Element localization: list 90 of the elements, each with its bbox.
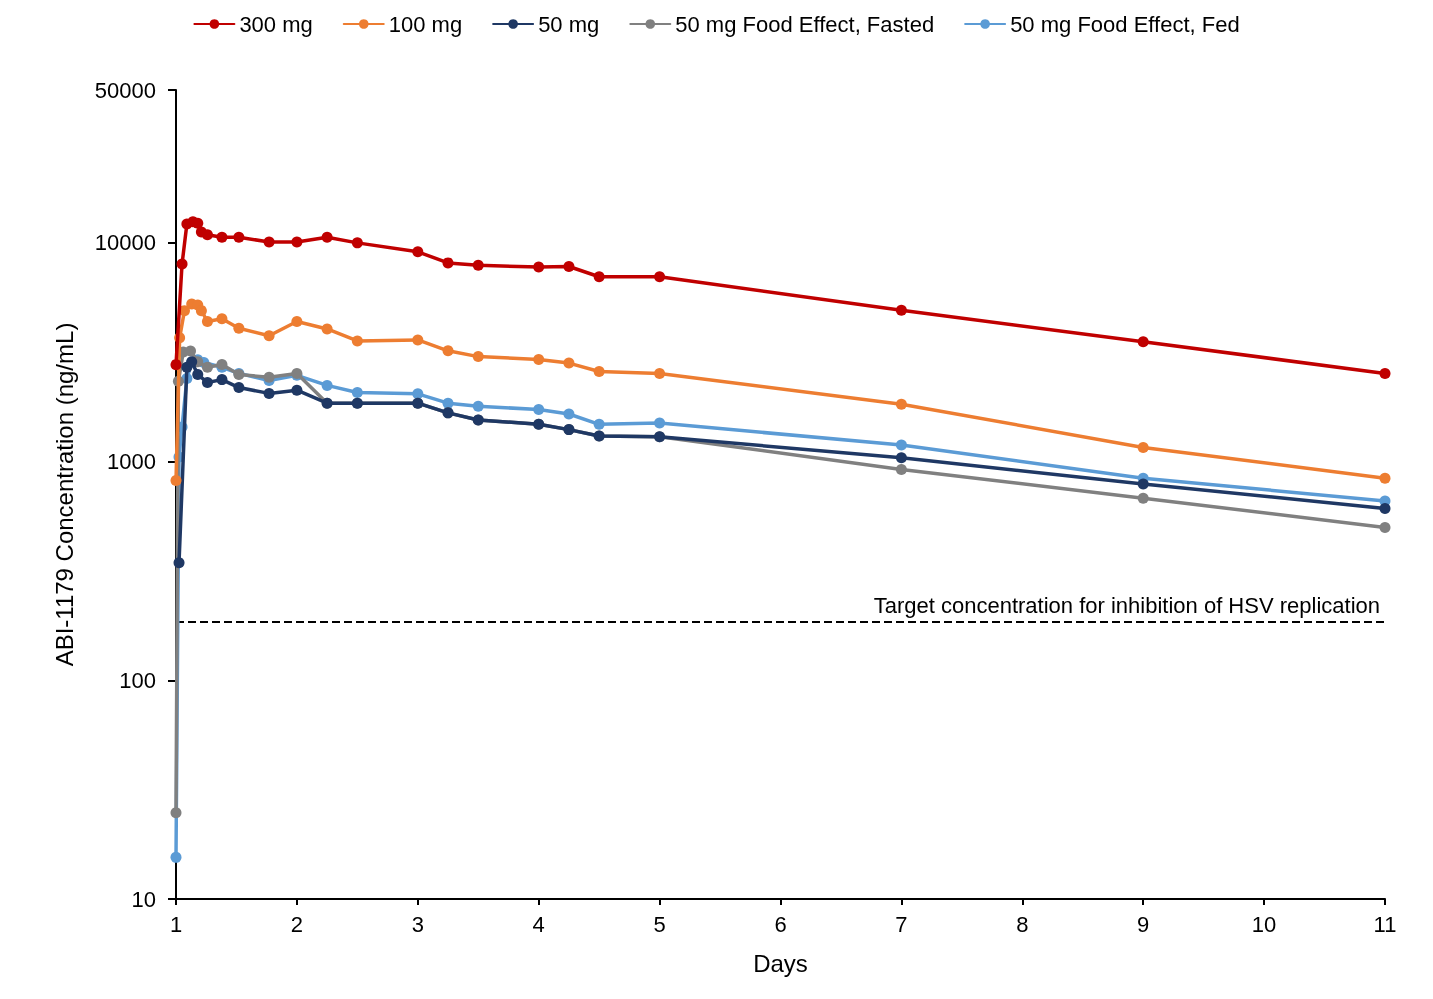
point [351, 335, 363, 347]
point [351, 237, 363, 249]
point [593, 366, 605, 378]
point [442, 345, 454, 357]
point [216, 313, 228, 325]
x-tick-label: 6 [774, 911, 787, 937]
point [170, 807, 182, 819]
point [412, 334, 424, 346]
point [192, 369, 204, 381]
point [412, 388, 424, 400]
point [291, 316, 303, 327]
y-tick-label: 50000 [94, 77, 156, 103]
point [1379, 472, 1391, 484]
point [170, 474, 182, 486]
point [201, 361, 213, 373]
point [321, 379, 333, 391]
point [654, 271, 666, 283]
y-axis-title: ABI-1179 Concentration (ng/mL) [50, 322, 78, 667]
point [233, 231, 245, 243]
point [895, 304, 907, 316]
point [1137, 478, 1149, 490]
point [185, 345, 197, 357]
point [654, 367, 666, 379]
point [216, 231, 228, 243]
point [263, 236, 275, 248]
point [1137, 441, 1149, 453]
point [192, 217, 204, 229]
point [201, 316, 213, 327]
point [895, 452, 907, 464]
legend-label: 50 mg Food Effect, Fasted [675, 11, 935, 37]
point [593, 271, 605, 283]
point [654, 417, 666, 429]
point [173, 557, 185, 569]
point [1379, 503, 1391, 515]
point [472, 351, 484, 363]
legend-label: 100 mg [388, 11, 463, 37]
point [201, 229, 213, 241]
legend-label: 50 mg [538, 11, 600, 37]
point [533, 404, 545, 416]
point [170, 851, 182, 863]
point [895, 464, 907, 475]
x-tick-label: 8 [1016, 911, 1029, 937]
point [895, 398, 907, 410]
point [1137, 492, 1149, 504]
x-axis-title: Days [753, 949, 808, 977]
y-tick-label: 10 [131, 886, 156, 912]
point [216, 374, 228, 386]
point [442, 397, 454, 409]
y-tick-label: 1000 [107, 449, 156, 475]
x-tick-label: 5 [653, 911, 666, 937]
point [195, 305, 207, 317]
x-tick-label: 1 [169, 911, 183, 937]
point [563, 357, 575, 369]
point [1379, 367, 1391, 379]
point [176, 258, 188, 270]
point [263, 387, 275, 399]
point [533, 261, 545, 273]
point [412, 246, 424, 258]
point [291, 384, 303, 396]
point [1379, 521, 1391, 533]
y-tick-label: 100 [119, 667, 156, 693]
point [895, 439, 907, 451]
point [472, 259, 484, 271]
point [1137, 336, 1149, 348]
point [263, 330, 275, 342]
point [563, 260, 575, 272]
point [472, 400, 484, 412]
point [533, 353, 545, 365]
legend-label: 50 mg Food Effect, Fed [1010, 11, 1240, 37]
point [593, 418, 605, 430]
point [563, 408, 575, 420]
point [233, 322, 245, 334]
point [351, 386, 363, 398]
point [321, 323, 333, 335]
point [233, 382, 245, 394]
ref-line-label: Target concentration for inhibition of HSV replication [873, 593, 1380, 619]
x-tick-label: 10 [1251, 911, 1277, 937]
x-tick-label: 2 [290, 911, 304, 937]
x-tick-label: 7 [895, 911, 908, 937]
x-tick-label: 11 [1373, 911, 1397, 937]
point [321, 231, 333, 243]
point [170, 359, 182, 371]
point [201, 376, 213, 388]
point [442, 257, 454, 269]
x-tick-label: 3 [411, 911, 424, 937]
legend-label: 300 mg [239, 11, 313, 37]
x-tick-label: 9 [1137, 911, 1150, 937]
x-tick-label: 4 [532, 911, 545, 937]
point [291, 236, 303, 248]
y-tick-label: 10000 [94, 230, 156, 256]
